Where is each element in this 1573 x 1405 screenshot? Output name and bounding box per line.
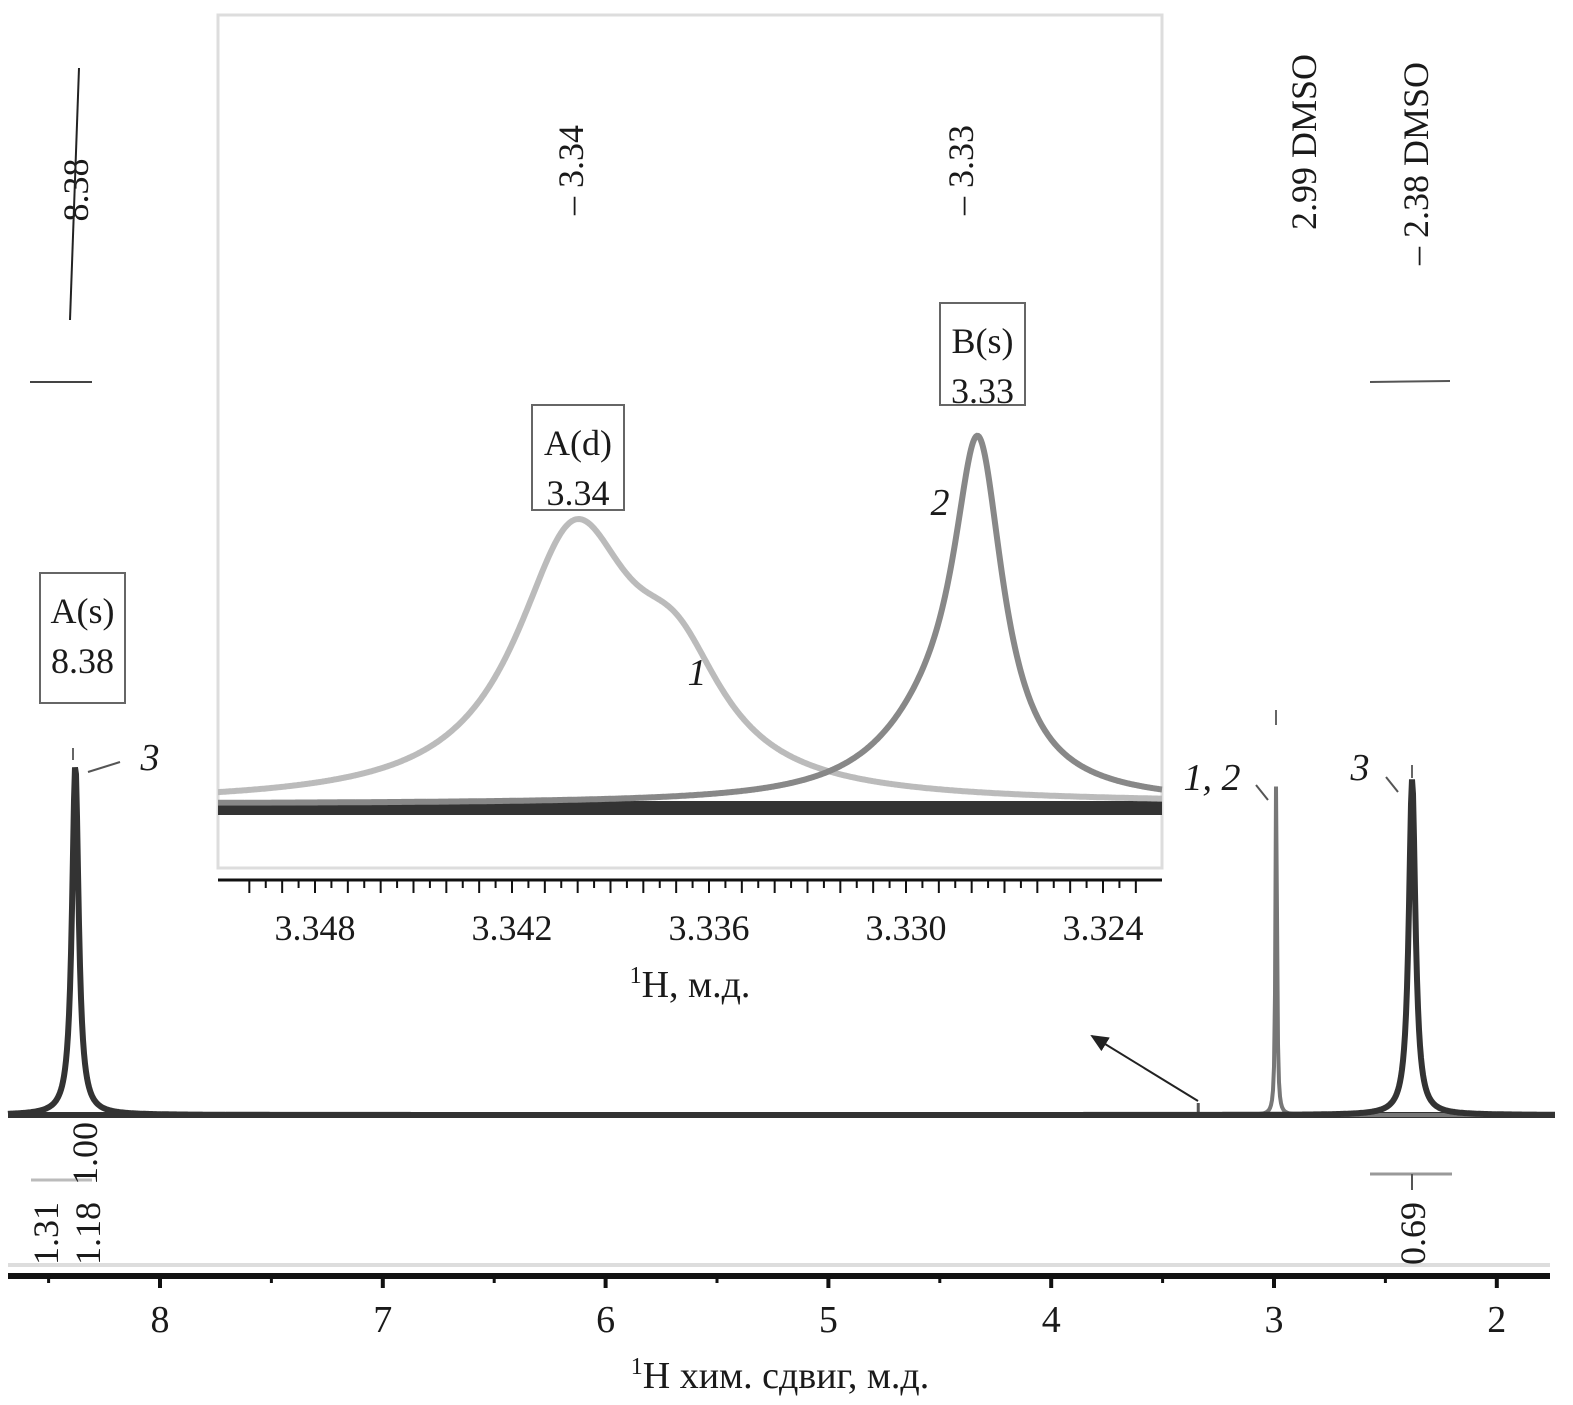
peak-box-a-s — [39, 572, 126, 704]
peak-box-a-s-label: A(s) — [51, 591, 115, 631]
inset-peak-pick-3.34: – 3.34 — [551, 125, 591, 216]
main-x-tick-label: 8 — [151, 1299, 170, 1341]
main-peak-2.38 — [8, 779, 1555, 1118]
peak-pick-2.99: 2.99 DMSO — [1284, 54, 1324, 230]
peak-box-a-s-value: 8.38 — [51, 641, 114, 681]
inset-series-1 — [218, 515, 1162, 802]
curve-label-1-2: 1, 2 — [1184, 757, 1241, 799]
inset-curve-label-1: 1 — [688, 652, 707, 694]
main-x-tick-label: 6 — [596, 1299, 615, 1341]
main-x-tick-label: 5 — [819, 1299, 838, 1341]
curve-label-leader — [1255, 784, 1269, 801]
main-x-tick-label: 4 — [1042, 1299, 1061, 1341]
integral-1.00: 1.00 — [65, 1122, 105, 1185]
curve-label-3: 3 — [140, 737, 160, 779]
inset-peak-pick-3.33: – 3.33 — [941, 125, 981, 216]
peak-box-b-s — [939, 302, 1026, 406]
peak-box-a-d-label: A(d) — [544, 423, 612, 463]
inset-x-tick-label: 3.348 — [275, 908, 356, 948]
inset-x-tick-label: 3.324 — [1063, 908, 1144, 948]
main-x-tick-label: 3 — [1265, 1299, 1284, 1341]
curve-label-3-right: 3 — [1350, 747, 1370, 789]
curve-label-leader — [87, 761, 121, 773]
peak-box-a-d — [531, 404, 625, 511]
peak-box-a-d-value: 3.34 — [547, 473, 610, 513]
integral-1.18: 1.18 — [68, 1202, 108, 1265]
inset-x-tick-label: 3.330 — [866, 908, 947, 948]
inset-x-axis-label: 1H, м.д. — [630, 963, 751, 1006]
peak-pick-leader — [69, 67, 80, 321]
peak-pick-2.38: – 2.38 DMSO — [1396, 62, 1436, 266]
integral-0.69: 0.69 — [1393, 1202, 1433, 1265]
main-x-tick-label: 7 — [373, 1299, 392, 1341]
inset-curve-label-2: 2 — [931, 482, 950, 524]
peak-box-b-s-value: 3.33 — [951, 371, 1014, 411]
inset-frame — [216, 13, 1164, 870]
peak-box-b-s-label: B(s) — [952, 321, 1014, 361]
inset-x-tick-label: 3.336 — [669, 908, 750, 948]
peak-pick-bar — [1369, 380, 1451, 383]
zoom-arrow — [1090, 1034, 1199, 1102]
main-x-tick-label: 2 — [1487, 1299, 1506, 1341]
inset-series-2 — [218, 432, 1163, 806]
curve-label-leader — [1385, 776, 1399, 793]
inset-x-tick-label: 3.342 — [472, 908, 553, 948]
integral-1.31: 1.31 — [26, 1202, 66, 1265]
main-x-axis-label: 1H хим. сдвиг, м.д. — [631, 1354, 929, 1397]
